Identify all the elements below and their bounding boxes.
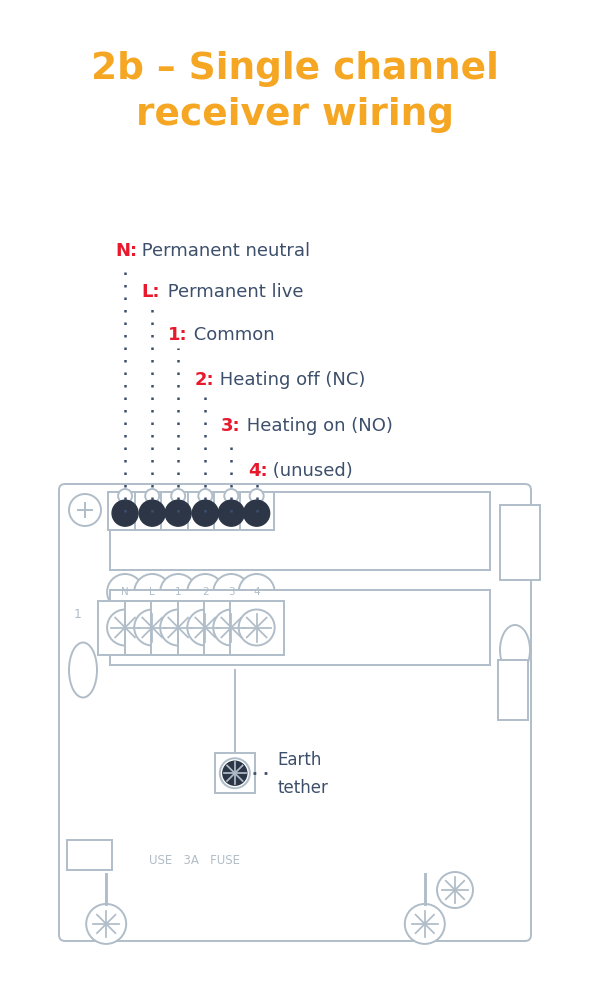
Text: USE   3A   FUSE: USE 3A FUSE bbox=[149, 853, 240, 867]
Circle shape bbox=[244, 500, 270, 526]
Text: 1: 1 bbox=[74, 609, 82, 622]
Text: Heating off (NC): Heating off (NC) bbox=[214, 371, 366, 389]
Bar bbox=[215, 754, 255, 793]
Ellipse shape bbox=[224, 489, 238, 503]
Bar bbox=[135, 492, 169, 530]
Text: 4: 4 bbox=[253, 587, 260, 597]
Circle shape bbox=[107, 610, 143, 645]
Bar bbox=[214, 492, 248, 530]
Text: L: L bbox=[149, 587, 155, 597]
Ellipse shape bbox=[69, 642, 97, 697]
Text: Common: Common bbox=[188, 326, 274, 344]
Circle shape bbox=[405, 904, 445, 944]
Bar bbox=[188, 492, 222, 530]
Ellipse shape bbox=[250, 489, 264, 503]
Bar bbox=[110, 492, 490, 570]
Text: receiver wiring: receiver wiring bbox=[136, 98, 454, 133]
Circle shape bbox=[213, 610, 250, 645]
Text: 3: 3 bbox=[228, 587, 235, 597]
Bar bbox=[67, 840, 112, 870]
FancyBboxPatch shape bbox=[59, 484, 531, 941]
Circle shape bbox=[86, 904, 126, 944]
Circle shape bbox=[160, 574, 196, 610]
Text: Earth: Earth bbox=[277, 752, 322, 769]
Ellipse shape bbox=[145, 489, 159, 503]
Bar bbox=[161, 492, 195, 530]
Circle shape bbox=[112, 500, 138, 526]
Text: 2:: 2: bbox=[195, 371, 214, 389]
Text: 1: 1 bbox=[175, 587, 182, 597]
Text: Heating on (NO): Heating on (NO) bbox=[241, 417, 392, 434]
Text: Permanent live: Permanent live bbox=[162, 283, 304, 300]
Circle shape bbox=[218, 500, 244, 526]
Bar bbox=[178, 601, 232, 654]
Bar bbox=[500, 505, 540, 580]
Circle shape bbox=[134, 574, 171, 610]
Bar bbox=[151, 601, 205, 654]
Bar bbox=[110, 590, 490, 665]
Circle shape bbox=[238, 610, 275, 645]
Text: 2b – Single channel: 2b – Single channel bbox=[91, 51, 499, 87]
Circle shape bbox=[238, 574, 275, 610]
Circle shape bbox=[192, 500, 218, 526]
Bar bbox=[240, 492, 274, 530]
Ellipse shape bbox=[500, 625, 530, 675]
Text: Permanent neutral: Permanent neutral bbox=[136, 242, 310, 260]
Bar bbox=[125, 601, 179, 654]
Text: N: N bbox=[121, 587, 129, 597]
Circle shape bbox=[160, 610, 196, 645]
Text: 3:: 3: bbox=[221, 417, 241, 434]
Ellipse shape bbox=[198, 489, 212, 503]
Text: (unused): (unused) bbox=[267, 462, 352, 480]
Circle shape bbox=[187, 610, 224, 645]
Ellipse shape bbox=[118, 489, 132, 503]
Circle shape bbox=[437, 872, 473, 908]
Bar bbox=[498, 660, 528, 720]
Text: 4:: 4: bbox=[248, 462, 267, 480]
Circle shape bbox=[223, 761, 247, 785]
Bar bbox=[204, 601, 258, 654]
Bar bbox=[108, 492, 142, 530]
Circle shape bbox=[107, 574, 143, 610]
Text: N:: N: bbox=[115, 242, 137, 260]
Circle shape bbox=[134, 610, 171, 645]
Circle shape bbox=[187, 574, 224, 610]
Ellipse shape bbox=[171, 489, 185, 503]
Text: 2: 2 bbox=[202, 587, 209, 597]
Circle shape bbox=[139, 500, 165, 526]
Text: L:: L: bbox=[142, 283, 160, 300]
Text: 1:: 1: bbox=[168, 326, 188, 344]
Bar bbox=[98, 601, 152, 654]
Text: tether: tether bbox=[277, 779, 328, 797]
Circle shape bbox=[220, 758, 250, 788]
Bar bbox=[230, 601, 284, 654]
Circle shape bbox=[69, 494, 101, 526]
Circle shape bbox=[165, 500, 191, 526]
Circle shape bbox=[213, 574, 250, 610]
